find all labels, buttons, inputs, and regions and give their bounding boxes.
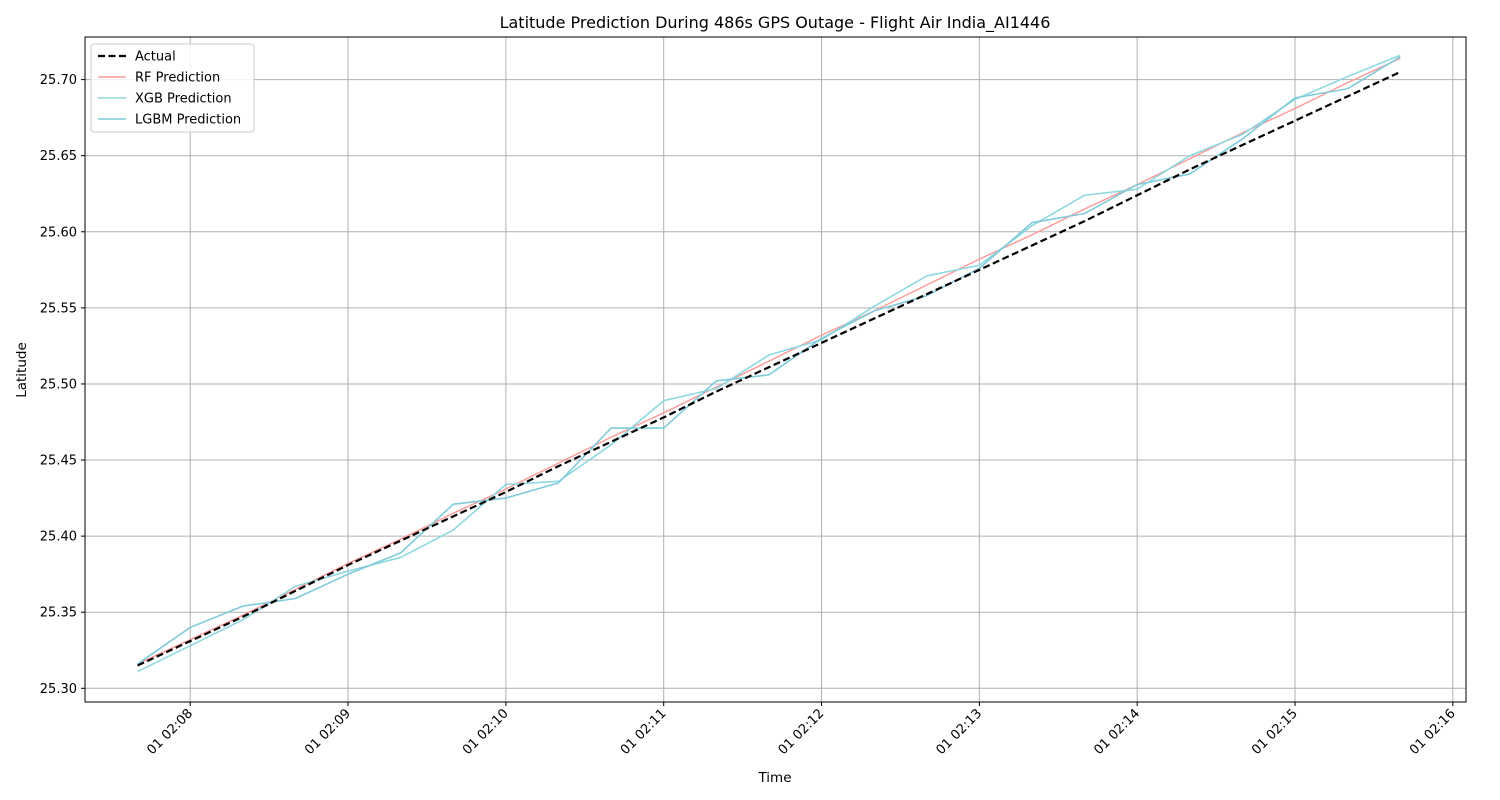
series-line-rf-prediction	[137, 57, 1401, 665]
series-line-xgb-prediction	[137, 54, 1401, 673]
legend: Actual RF Prediction XGB Prediction LGBM Pr…	[90, 43, 255, 133]
legend-label: Actual	[135, 50, 176, 65]
chart-title: Latitude Prediction During 486s GPS Outa…	[500, 13, 1051, 33]
legend-label: RF Prediction	[135, 71, 220, 86]
legend-label: XGB Prediction	[135, 92, 232, 107]
y-tick-label: 25.60	[40, 225, 77, 240]
series-line-actual	[137, 71, 1401, 667]
y-tick-label: 25.30	[40, 682, 77, 697]
series-lines	[137, 54, 1401, 673]
y-tick-label: 25.50	[40, 377, 77, 392]
series-line-lgbm-prediction	[137, 56, 1401, 665]
y-tick-label: 25.45	[40, 454, 77, 469]
y-tick-label: 25.65	[40, 149, 77, 164]
y-tick-label: 25.55	[40, 301, 77, 316]
y-tick-label: 25.40	[40, 530, 77, 545]
y-tick-label: 25.35	[40, 606, 77, 621]
legend-label: LGBM Prediction	[135, 113, 241, 128]
y-axis-title: Latitude	[14, 342, 30, 398]
x-axis-title: Time	[757, 770, 791, 786]
y-tick-label: 25.70	[40, 73, 77, 88]
plot-area-frame	[84, 36, 1467, 703]
legend-box	[90, 43, 255, 133]
grid	[85, 37, 1466, 702]
